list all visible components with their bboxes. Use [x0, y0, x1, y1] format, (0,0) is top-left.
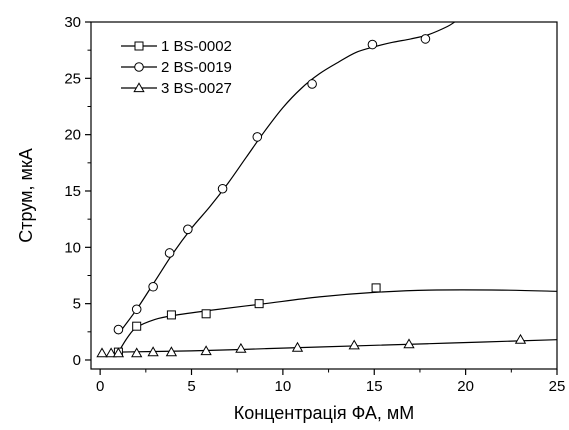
- data-point-3: [147, 346, 159, 357]
- data-point-2: [183, 224, 193, 235]
- x-tick-label: 15: [366, 378, 383, 395]
- data-point-1: [371, 283, 381, 293]
- data-point-3: [235, 342, 247, 353]
- data-point-1: [254, 299, 264, 309]
- data-point-2: [164, 248, 175, 258]
- data-point-3: [96, 347, 108, 358]
- data-point-3: [514, 333, 527, 344]
- data-point-2: [252, 132, 263, 142]
- x-tick-label: 0: [96, 378, 104, 395]
- plot-frame: [90, 21, 558, 370]
- data-point-2: [217, 183, 228, 194]
- data-point-3: [105, 347, 117, 358]
- fit-curve-1: [117, 289, 557, 353]
- x-tick-label: 10: [275, 378, 292, 395]
- data-point-2: [131, 304, 142, 315]
- data-point-3: [291, 341, 304, 352]
- data-point-1: [201, 309, 211, 319]
- y-axis-title: Струм, мкА: [16, 148, 36, 242]
- legend-label-3: 3 BS-0027: [161, 80, 232, 97]
- x-tick-label: 20: [457, 378, 474, 395]
- fit-curve-3: [118, 339, 557, 353]
- data-markers: [96, 34, 527, 358]
- x-axis-title: Концентрація ФА, мМ: [234, 403, 414, 423]
- data-point-2: [113, 324, 124, 335]
- data-point-1: [132, 321, 142, 331]
- data-point-3: [112, 347, 125, 358]
- x-tick-label: 5: [187, 378, 195, 395]
- data-point-2: [307, 79, 317, 89]
- data-point-3: [200, 345, 212, 356]
- axis-ticks: 0 5 10 15 20 25 0 5 10 15 20 25 30: [64, 14, 565, 395]
- data-point-3: [165, 346, 178, 357]
- data-point-1: [166, 310, 176, 320]
- legend-label-2: 2 BS-0019: [161, 59, 232, 76]
- data-point-3: [131, 347, 143, 358]
- y-tick-label: 30: [64, 14, 81, 31]
- legend: 1 BS-0002 2 BS-0019 3 BS-0027: [121, 38, 232, 97]
- legend-marker-1: [134, 41, 144, 51]
- legend-marker-2: [134, 62, 144, 72]
- y-tick-label: 0: [73, 352, 81, 369]
- legend-label-1: 1 BS-0002: [161, 38, 232, 55]
- data-point-2: [367, 39, 378, 50]
- data-point-3: [403, 338, 415, 349]
- data-point-2: [420, 34, 431, 44]
- legend-marker-3: [133, 82, 145, 93]
- data-point-3: [348, 339, 360, 350]
- y-tick-label: 10: [64, 239, 81, 256]
- y-tick-label: 25: [64, 70, 81, 87]
- y-tick-label: 5: [73, 296, 81, 313]
- data-point-2: [148, 281, 158, 292]
- y-tick-label: 15: [64, 183, 81, 200]
- x-tick-label: 25: [549, 378, 566, 395]
- fit-curve-2: [117, 22, 456, 335]
- y-tick-label: 20: [64, 127, 81, 144]
